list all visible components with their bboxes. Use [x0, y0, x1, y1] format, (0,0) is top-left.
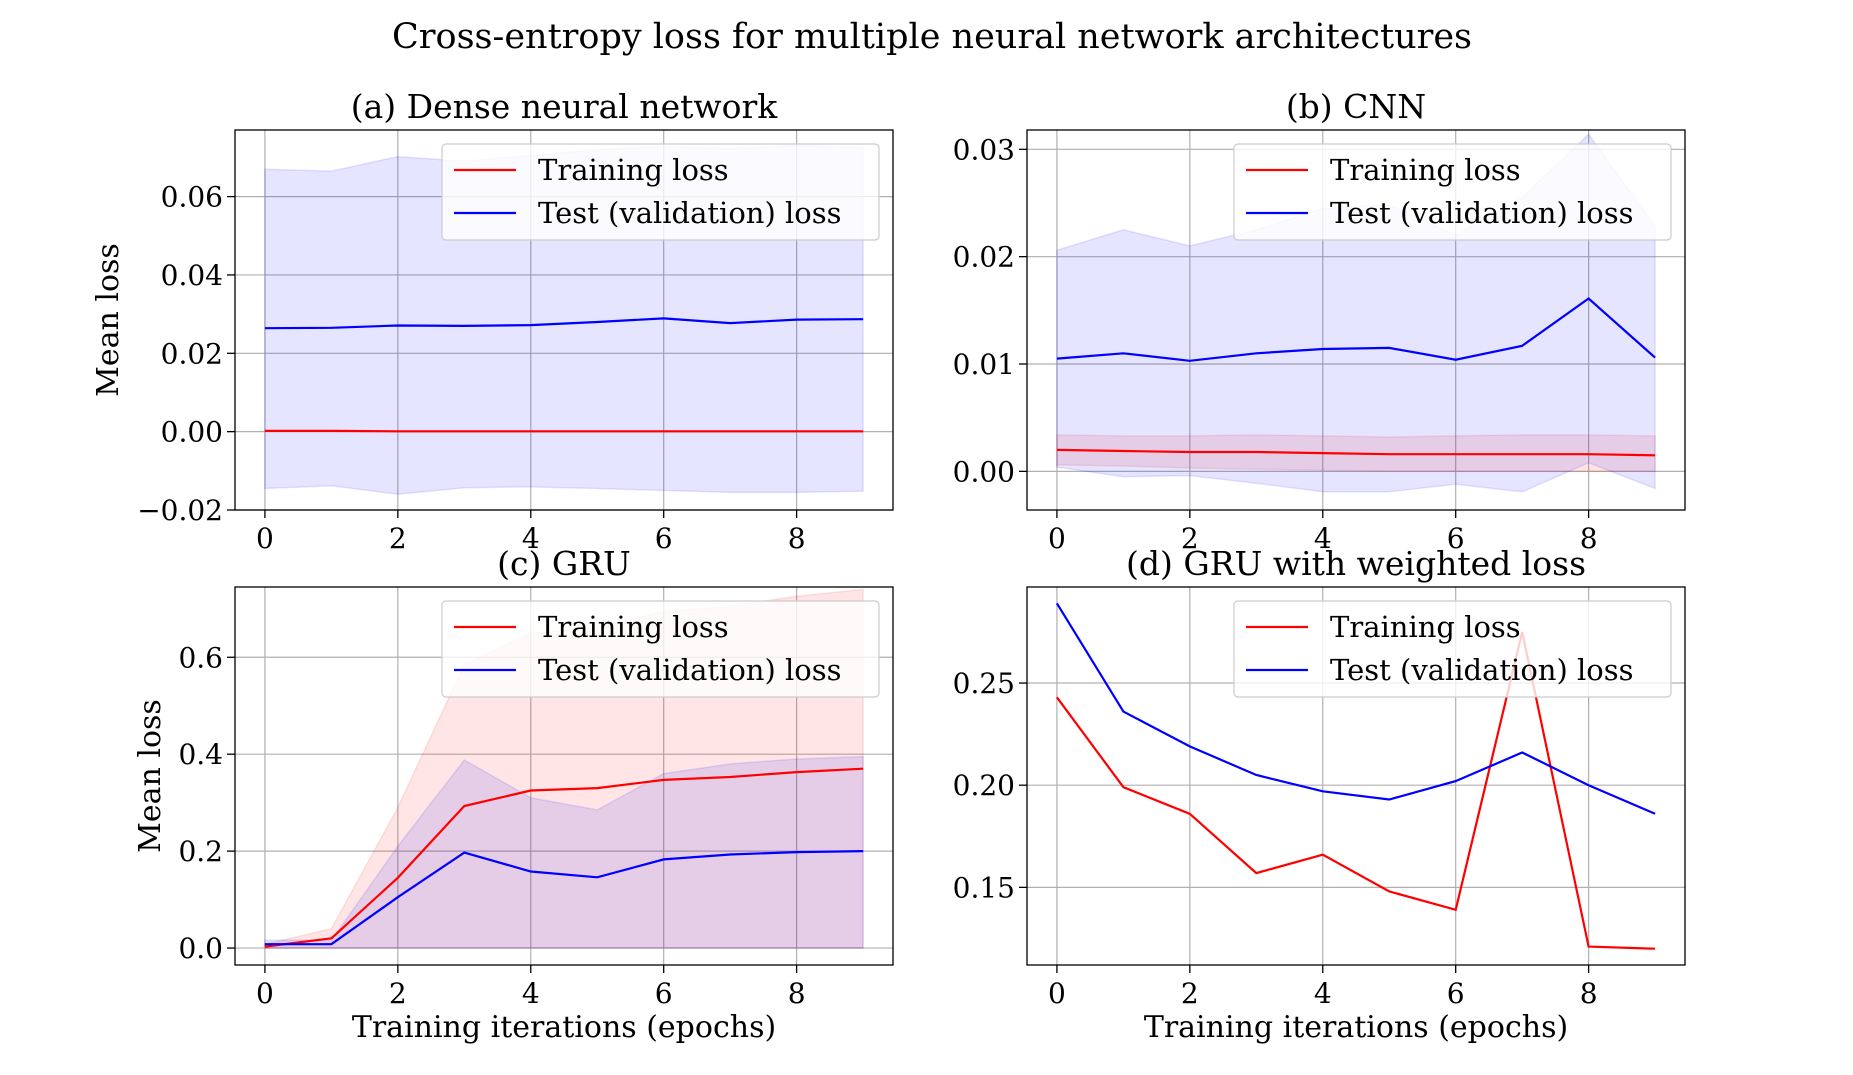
y-tick-label: 0.4: [178, 738, 223, 771]
plot-area: [1055, 602, 1656, 950]
panel-title: (a) Dense neural network: [351, 87, 779, 126]
legend-label-training: Training loss: [1330, 153, 1521, 187]
legend-box: [1233, 600, 1672, 698]
y-tick-label: 0.15: [953, 871, 1015, 904]
series-line-training: [264, 767, 864, 948]
y-tick-label: 0.6: [178, 641, 223, 674]
panel-d: 0 2 4 6 8 0.15 0.20 0.25 (d) GRU with weighted l…: [953, 544, 1686, 1045]
x-axis-label: Training iterations (epochs): [352, 1010, 776, 1045]
legend: Training loss Test (validation) loss: [441, 143, 880, 241]
figure-title: Cross-entropy loss for multiple neural n…: [392, 17, 1472, 57]
y-tick-label: 0.00: [953, 455, 1015, 488]
series-line-training: [1056, 448, 1656, 457]
y-tick-label: 0.06: [161, 181, 223, 214]
x-tick-label: 8: [1580, 977, 1598, 1010]
x-tick-label: 8: [788, 977, 806, 1010]
panel-title: (b) CNN: [1286, 87, 1426, 126]
y-tick-label: 0.01: [953, 348, 1015, 381]
legend-label-test: Test (validation) loss: [538, 196, 842, 230]
x-tick-label: 0: [1048, 977, 1066, 1010]
panel-title: (c) GRU: [497, 544, 631, 583]
axes-frame: [234, 129, 894, 511]
x-axis-label: Training iterations (epochs): [1144, 1010, 1568, 1045]
x-tick-label: 2: [389, 977, 407, 1010]
axes-frame: [1026, 586, 1686, 966]
legend: Training loss Test (validation) loss: [441, 600, 880, 698]
y-tick-label: 0.02: [953, 241, 1015, 274]
legend-label-training: Training loss: [538, 153, 729, 187]
series-line-test: [1055, 602, 1656, 815]
y-tick-label: 0.0: [178, 932, 223, 965]
y-tick-label: 0.2: [178, 835, 223, 868]
legend-box: [441, 143, 880, 241]
x-tick-label: 6: [655, 522, 673, 555]
y-tick-label: −0.02: [137, 494, 223, 527]
series-line-test: [1056, 297, 1656, 362]
axes-frame: [234, 586, 894, 966]
x-tick-label: 2: [1181, 522, 1199, 555]
y-axis-label: Mean loss: [91, 243, 126, 397]
axes-frame: [1026, 129, 1686, 511]
y-tick-label: 0.03: [953, 133, 1015, 166]
x-tick-label: 4: [1314, 977, 1332, 1010]
legend-label-test: Test (validation) loss: [1330, 196, 1634, 230]
x-tick-label: 4: [522, 522, 540, 555]
x-tick-label: 8: [788, 522, 806, 555]
y-tick-label: 0.00: [161, 416, 223, 449]
x-tick-label: 0: [256, 977, 274, 1010]
x-tick-label: 6: [1447, 977, 1465, 1010]
legend-box: [441, 600, 880, 698]
confidence-band-test: [264, 755, 864, 949]
y-tick-label: 0.25: [953, 667, 1015, 700]
y-tick-label: 0.20: [953, 769, 1015, 802]
series-line-test: [264, 850, 864, 946]
x-tick-label: 4: [522, 977, 540, 1010]
series-line-training: [1056, 631, 1656, 950]
series-line-test: [264, 317, 864, 330]
x-tick-label: 8: [1580, 522, 1598, 555]
x-tick-label: 2: [1181, 977, 1199, 1010]
legend-box: [1233, 143, 1672, 241]
x-tick-label: 4: [1314, 522, 1332, 555]
x-tick-label: 6: [1447, 522, 1465, 555]
x-tick-label: 0: [256, 522, 274, 555]
legend-label-test: Test (validation) loss: [538, 653, 842, 687]
panels: 0 2 4 6 8−0.020.000.020.040.06(a) Dense neur…: [91, 87, 1686, 1045]
legend-label-test: Test (validation) loss: [1330, 653, 1634, 687]
x-tick-label: 2: [389, 522, 407, 555]
y-tick-label: 0.04: [161, 259, 223, 292]
panel-c: 0 2 4 6 8 0.0 0.2 0.4 0.6 (c) GRU Training iterati…: [133, 544, 894, 1045]
y-tick-label: 0.02: [161, 337, 223, 370]
legend: Training loss Test (validation) loss: [1233, 143, 1672, 241]
legend: Training loss Test (validation) loss: [1233, 600, 1672, 698]
x-tick-label: 0: [1048, 522, 1066, 555]
legend-label-training: Training loss: [1330, 610, 1521, 644]
x-tick-label: 6: [655, 977, 673, 1010]
panel-a: 0 2 4 6 8 −0.02 0.00 0.02 0.04 0.06 (a) Dense neur…: [91, 87, 894, 555]
panel-title: (d) GRU with weighted loss: [1126, 544, 1586, 583]
panel-b: 0 2 4 6 8 0.00 0.01 0.02 0.03 (b) CNN Training los…: [953, 87, 1686, 555]
y-axis-label: Mean loss: [133, 699, 168, 853]
legend-label-training: Training loss: [538, 610, 729, 644]
